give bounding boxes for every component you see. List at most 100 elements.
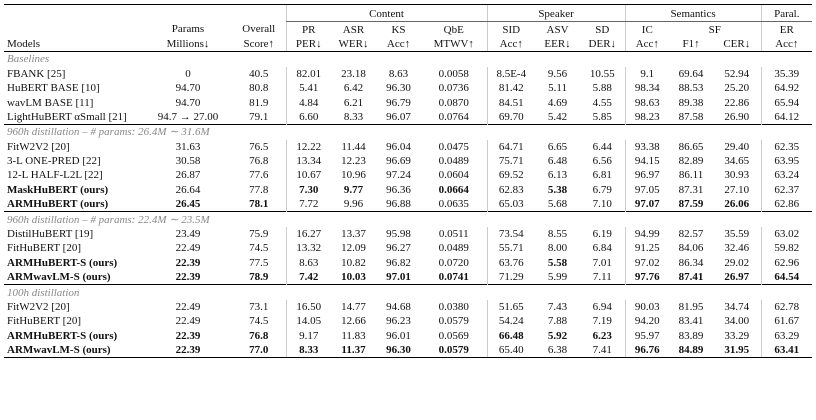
cell-value: 8.33 [285,342,331,359]
cell-value: 78.9 [232,270,286,285]
cell-text: 96.04 [386,140,411,153]
cell-value: 66.48 [486,328,536,343]
cell-value: 62.83 [486,182,536,198]
cell-text: 7.43 [547,301,568,313]
cell-text: 12.22 [296,140,322,153]
cell-value: 9.1 [624,66,670,81]
model-name: FitW2V2 [20] [4,140,144,154]
cell-text: 13.32 [296,242,322,255]
cell-text: 7.72 [299,198,319,211]
cell-text: 62.37 [774,183,800,196]
cell-value: 22.39 [144,329,232,343]
cell-value: 55.71 [486,241,536,256]
cell-text: 86.34 [678,256,704,269]
cell-text: 6.13 [547,169,568,182]
cell-text: 87.58 [678,110,704,123]
cell-text: 0.0579 [438,315,469,328]
cell-text: FBANK [25] [7,67,66,80]
cell-text: 63.95 [774,155,800,168]
cell-text: 82.89 [678,155,704,168]
cell-value: 62.37 [760,182,813,198]
cell-text: 81.9 [249,96,269,109]
cell-value: 9.17 [285,328,331,343]
cell-text: 94.99 [634,228,660,241]
cell-text: LightHuBERT αSmall [21] [7,110,127,123]
cell-text: 23.18 [341,67,366,80]
cell-value: 9.77 [331,183,376,197]
cell-text: 97.07 [634,198,660,211]
cell-value: 75.9 [232,227,286,241]
cell-value: 6.19 [580,227,625,241]
cell-value: 12.66 [331,314,376,328]
cell-text: 74.5 [249,315,269,328]
cell-text: 6.21 [343,96,364,109]
section-title: Baselines [4,51,813,67]
task-header: ASV [546,23,569,36]
cell-value: 96.23 [376,314,421,328]
cell-value: 81.9 [232,95,286,109]
group-header: Content [285,3,488,23]
data-row: FitW2V2 [20] 31.63 76.5 12.22 11.44 96.04 0.04… [4,139,813,154]
cell-value: 26.45 [144,197,232,212]
cell-text: 97.01 [386,271,411,284]
cell-text: 76.8 [249,329,269,342]
cell-text: 96.69 [386,155,411,168]
cell-text: 51.65 [498,301,524,313]
cell-value: 96.30 [376,342,421,359]
cell-value: 0.0664 [421,183,487,197]
cell-text: 94.70 [175,96,201,109]
data-row: DistilHuBERT [19] 23.49 75.9 16.27 13.37 95.9… [4,226,813,242]
cell-value: 64.92 [760,80,813,96]
cell-text: 5.38 [547,183,568,196]
cell-value: 94.68 [376,300,421,314]
cell-value: 5.85 [580,110,625,125]
cell-value: 9.56 [535,67,580,81]
cell-value: 6.65 [535,140,580,154]
cell-value: 87.41 [669,270,713,285]
cell-text: 22.39 [175,344,201,357]
cell-text: 26.97 [724,271,750,284]
section-title: 960h distillation – # params: 22.4M ∼ 23… [4,211,813,227]
cell-text: 0.0475 [438,140,469,153]
cell-value: 62.35 [760,139,813,154]
cell-value: 0.0736 [421,81,487,95]
cell-value: 64.54 [760,270,813,285]
cell-text: 84.89 [678,344,704,357]
cell-value: 6.42 [331,81,376,95]
cell-text: 7.42 [299,271,319,284]
cell-value: 0.0741 [421,270,487,285]
cell-text: 7.10 [592,198,612,211]
cell-text: 22.49 [175,242,201,255]
cell-text: 5.85 [592,110,612,123]
cell-value: 93.38 [624,139,670,154]
cell-value: 6.94 [580,300,625,314]
cell-text: 25.20 [724,82,750,95]
cell-text: 8.55 [547,228,568,241]
cell-value: 31.63 [144,140,232,154]
cell-text: 16.27 [296,228,322,241]
cell-value: 86.34 [669,256,713,270]
cell-value: 94.7 → 27.00 [144,110,232,125]
cell-value: 23.49 [144,227,232,241]
cell-text: 6.19 [592,228,612,241]
cell-value: 5.58 [535,256,580,270]
cell-text: 5.99 [547,271,568,284]
cell-text: 98.34 [634,82,660,95]
cell-value: 29.02 [713,256,761,270]
cell-text: 14.05 [296,315,322,328]
cell-value: 13.37 [331,227,376,241]
cell-value: 10.82 [331,256,376,270]
cell-value: 97.24 [376,168,421,182]
cell-text: 13.37 [341,228,366,241]
table-body: Baselines FBANK [25] 0 40.5 82.01 23.18 8.63 0.… [4,51,813,359]
cell-value: 87.59 [669,197,713,212]
cell-text: 81.95 [678,301,704,313]
cell-text: 97.76 [634,271,660,284]
cell-value: 98.34 [624,80,670,96]
data-row: FitW2V2 [20] 22.49 73.1 16.50 14.77 94.68 0.03… [4,299,813,315]
cell-value: 79.1 [232,110,286,125]
cell-value: 94.70 [144,95,232,109]
cell-value: 10.55 [580,67,625,81]
cell-text: 96.27 [386,242,411,255]
cell-text: 75.71 [498,155,524,168]
